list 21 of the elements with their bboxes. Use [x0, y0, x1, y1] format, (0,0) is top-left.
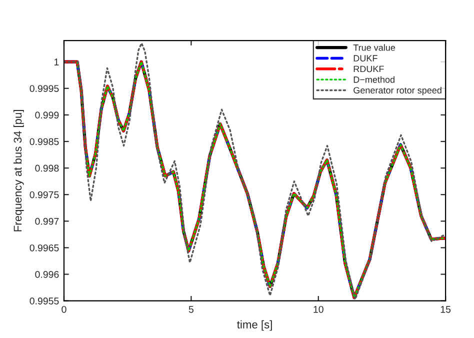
- y-tick-label: 0.9975: [30, 191, 59, 198]
- y-axis-title: Frequency at bus 34 [pu]: [13, 110, 24, 232]
- x-tick-label: 5: [188, 306, 194, 313]
- legend-label: RDUKF: [354, 66, 384, 72]
- y-tick-label: 0.997: [35, 218, 59, 225]
- y-tick-label: 0.9995: [30, 85, 59, 92]
- x-tick-label: 15: [440, 306, 451, 313]
- legend-label: Generator rotor speed: [354, 86, 442, 96]
- legend-label: D−method: [354, 76, 394, 83]
- x-tick-label: 0: [62, 306, 66, 313]
- x-axis-title: time [s]: [237, 320, 272, 331]
- y-tick-label: 1: [54, 58, 59, 66]
- x-tick-label: 10: [314, 306, 324, 313]
- y-tick-label: 0.996: [35, 270, 59, 278]
- y-tick-label: 0.9985: [30, 138, 59, 146]
- legend-label: DUKF: [354, 55, 378, 62]
- y-tick-label: 0.9955: [30, 298, 59, 304]
- legend-label: True value: [353, 44, 396, 51]
- y-tick-label: 0.999: [35, 112, 59, 119]
- y-tick-label: 0.998: [35, 164, 59, 172]
- y-tick-label: 0.9965: [30, 244, 59, 252]
